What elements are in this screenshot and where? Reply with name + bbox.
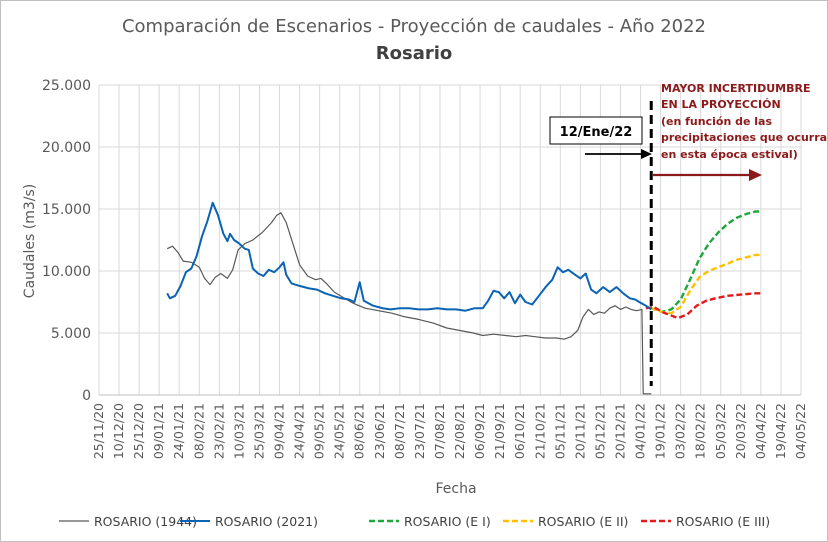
y-tick-label: 5.000 — [51, 326, 91, 342]
x-axis-label: Fecha — [435, 481, 476, 497]
x-tick-label: 18/02/22 — [693, 403, 708, 459]
x-tick-label: 05/03/22 — [713, 403, 728, 459]
uncertainty-line-4: precipitaciones que ocurran — [661, 131, 827, 144]
x-tick-label: 23/02/21 — [211, 403, 226, 459]
date-box — [549, 116, 643, 145]
x-tick-label: 25/03/21 — [251, 403, 266, 459]
x-tick-label: 04/01/22 — [633, 403, 648, 459]
x-tick-label: 08/02/21 — [191, 403, 206, 459]
legend-label-4: ROSARIO (E III) — [676, 514, 770, 529]
x-tick-label: 24/01/21 — [171, 403, 186, 459]
x-tick-label: 05/11/21 — [552, 403, 567, 459]
date-box-label: 12/Ene/22 — [560, 125, 633, 140]
uncertainty-line-5: en esta época estival) — [661, 148, 798, 161]
x-tick-label: 25/11/20 — [91, 403, 106, 459]
x-tick-label: 23/07/21 — [412, 403, 427, 459]
series-layer — [166, 201, 761, 395]
legend-label-0: ROSARIO (1944) — [94, 514, 197, 529]
x-tick-label: 25/12/20 — [131, 403, 146, 459]
legend-label-1: ROSARIO (2021) — [215, 514, 318, 529]
chart-title: Comparación de Escenarios - Proyección d… — [122, 16, 706, 37]
chart-subtitle: Rosario — [376, 43, 453, 64]
x-tick-label: 21/09/21 — [492, 403, 507, 459]
x-tick-label: 04/05/22 — [793, 403, 808, 459]
x-tick-label: 10/03/21 — [231, 403, 246, 459]
series-line-3 — [650, 253, 761, 315]
series-line-4 — [645, 292, 761, 320]
legend-label-2: ROSARIO (E I) — [404, 514, 491, 529]
y-tick-label: 10.000 — [42, 264, 91, 280]
uncertainty-line-2: EN LA PROYECCIÓN — [661, 98, 781, 111]
grid-layer — [98, 84, 802, 396]
x-tick-label: 09/04/21 — [272, 403, 287, 459]
series-line-0 — [166, 212, 652, 395]
x-tick-label: 08/07/21 — [392, 403, 407, 459]
x-tick-label: 09/01/21 — [151, 403, 166, 459]
x-tick-label: 24/04/21 — [292, 403, 307, 459]
y-tick-label: 0 — [82, 388, 91, 404]
date-arrow — [585, 149, 652, 159]
x-tick-label: 19/04/22 — [773, 403, 788, 459]
uncertainty-line-3: (en función de las — [661, 115, 772, 128]
x-tick-label: 05/12/21 — [592, 403, 607, 459]
x-tick-label: 24/05/21 — [332, 403, 347, 459]
x-tick-label: 20/03/22 — [733, 403, 748, 459]
y-tick-label: 15.000 — [42, 202, 91, 218]
x-tick-label: 09/05/21 — [312, 403, 327, 459]
y-tick-label: 25.000 — [42, 78, 91, 94]
series-line-1 — [166, 201, 652, 312]
legend: ROSARIO (1944) ROSARIO (2021) ROSARIO (E I… — [59, 514, 770, 529]
x-tick-label: 20/11/21 — [572, 403, 587, 459]
legend-label-3: ROSARIO (E II) — [538, 514, 628, 529]
y-tick-label: 20.000 — [42, 140, 91, 156]
x-tick-label: 06/10/21 — [512, 403, 527, 459]
y-tick-labels: 0 5.000 10.000 15.000 20.000 25.000 — [42, 78, 91, 404]
x-tick-labels: 25/11/20 10/12/20 25/12/20 09/01/21 24/01/21… — [91, 403, 808, 459]
uncertainty-note: MAYOR INCERTIDUMBRE EN LA PROYECCIÓN (en… — [661, 82, 827, 161]
series-line-2 — [650, 210, 761, 314]
x-tick-label: 06/09/21 — [472, 403, 487, 459]
x-tick-label: 04/04/22 — [753, 403, 768, 459]
x-tick-label: 19/01/22 — [653, 403, 668, 459]
uncertainty-arrow — [653, 169, 762, 181]
x-tick-label: 21/10/21 — [532, 403, 547, 459]
x-tick-label: 22/08/21 — [452, 403, 467, 459]
x-tick-label: 23/06/21 — [372, 403, 387, 459]
x-tick-label: 20/12/21 — [612, 403, 627, 459]
x-tick-label: 03/02/22 — [673, 403, 688, 459]
uncertainty-line-1: MAYOR INCERTIDUMBRE — [661, 82, 810, 95]
x-tick-label: 07/08/21 — [432, 403, 447, 459]
x-tick-label: 08/06/21 — [352, 403, 367, 459]
x-tick-label: 10/12/20 — [111, 403, 126, 459]
y-axis-label: Caudales (m3/s) — [22, 184, 38, 298]
